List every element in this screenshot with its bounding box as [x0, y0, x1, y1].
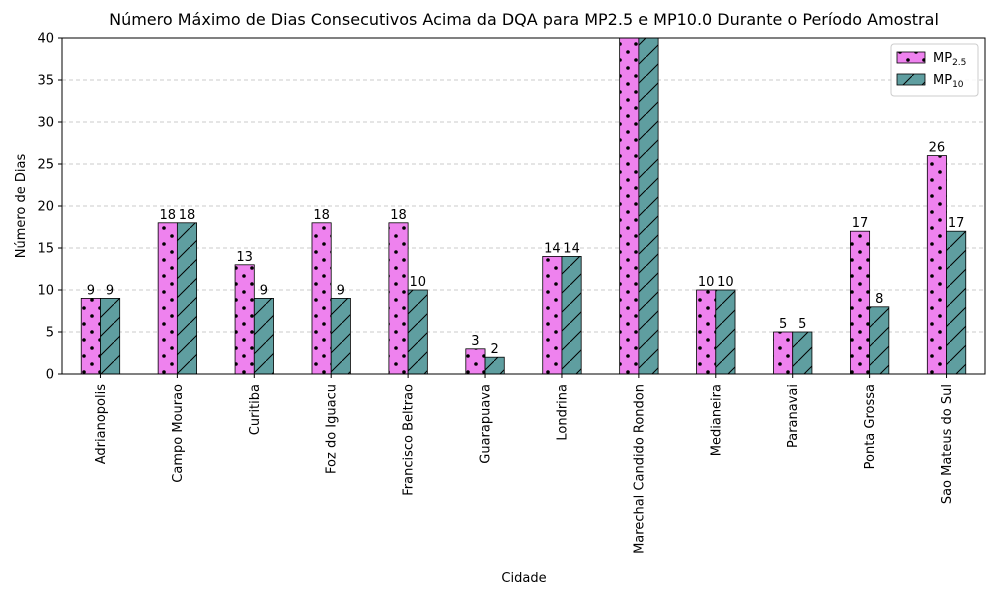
y-tick-label: 10: [37, 284, 54, 299]
legend-swatch-hatch: [897, 52, 925, 63]
bar-hatch: [235, 264, 255, 374]
y-tick-label: 5: [46, 326, 54, 341]
legend-label: MP2.5: [933, 51, 966, 68]
value-label: 26: [929, 141, 946, 156]
y-axis-title: Número de Dias: [14, 154, 29, 259]
bar-hatch: [542, 256, 562, 374]
bar-hatch: [331, 298, 351, 374]
bar-hatch: [158, 222, 178, 374]
bar-hatch: [408, 290, 428, 374]
value-label: 17: [948, 216, 965, 231]
x-tick-label: Curitiba: [248, 384, 263, 435]
x-tick-label: Adrianopolis: [94, 384, 109, 464]
x-tick-label: Guarapuava: [479, 384, 494, 464]
x-tick-label: Medianeira: [709, 384, 724, 456]
y-tick-label: 15: [37, 242, 54, 257]
y-tick-label: 30: [37, 116, 54, 131]
legend-label: MP10: [933, 73, 964, 90]
legend-swatch-hatch: [897, 74, 925, 85]
value-label: 9: [337, 283, 345, 298]
x-tick-label: Campo Mourao: [171, 384, 186, 483]
bar-hatch: [773, 332, 793, 374]
value-label: 18: [390, 208, 407, 223]
bar-hatch: [927, 155, 947, 374]
bar-hatch: [388, 222, 409, 374]
bar-hatch: [311, 222, 332, 374]
bar-hatch: [465, 348, 486, 374]
bar-hatch: [850, 231, 870, 374]
bar-hatch: [485, 357, 505, 374]
value-label: 13: [236, 250, 253, 265]
x-tick-label: Sao Mateus do Sul: [940, 384, 955, 504]
y-tick-label: 25: [37, 158, 54, 173]
bar-hatch: [869, 306, 889, 374]
value-label: 5: [798, 317, 806, 332]
bar-hatch: [696, 290, 716, 374]
x-tick-label: Francisco Beltrao: [402, 384, 417, 496]
value-label: 2: [491, 342, 499, 357]
value-label: 9: [260, 283, 268, 298]
value-label: 10: [717, 275, 734, 290]
bar-hatch: [946, 231, 966, 374]
value-label: 17: [852, 216, 869, 231]
value-label: 14: [563, 241, 580, 256]
value-label: 9: [87, 283, 95, 298]
bar-hatch: [81, 298, 101, 374]
x-tick-label: Marechal Candido Rondon: [632, 384, 647, 554]
value-label: 18: [313, 208, 330, 223]
bar-hatch: [254, 298, 274, 374]
value-label: 8: [875, 292, 883, 307]
value-label: 14: [544, 241, 561, 256]
value-label: 5: [779, 317, 787, 332]
y-tick-label: 35: [37, 74, 54, 89]
chart-title: Número Máximo de Dias Consecutivos Acima…: [109, 10, 939, 29]
bar-hatch: [638, 38, 659, 374]
y-tick-label: 20: [37, 200, 54, 215]
bar-hatch: [715, 290, 736, 374]
bar-hatch: [792, 332, 812, 374]
y-tick-label: 40: [37, 32, 54, 47]
bar-hatch: [100, 298, 120, 374]
x-tick-label: Paranavai: [786, 384, 801, 448]
y-tick-label: 0: [46, 368, 54, 383]
value-label: 18: [179, 208, 196, 223]
x-tick-label: Londrina: [555, 384, 570, 441]
x-tick-label: Foz do Iguacu: [325, 384, 340, 474]
value-label: 10: [409, 275, 426, 290]
value-label: 9: [106, 283, 114, 298]
x-axis-title: Cidade: [501, 571, 546, 586]
bar-hatch: [177, 222, 197, 374]
bar-hatch: [561, 256, 582, 374]
bar-hatch: [619, 38, 639, 374]
value-label: 10: [698, 275, 715, 290]
value-label: 18: [159, 208, 176, 223]
value-label: 3: [471, 334, 479, 349]
x-tick-label: Ponta Grossa: [863, 384, 878, 469]
